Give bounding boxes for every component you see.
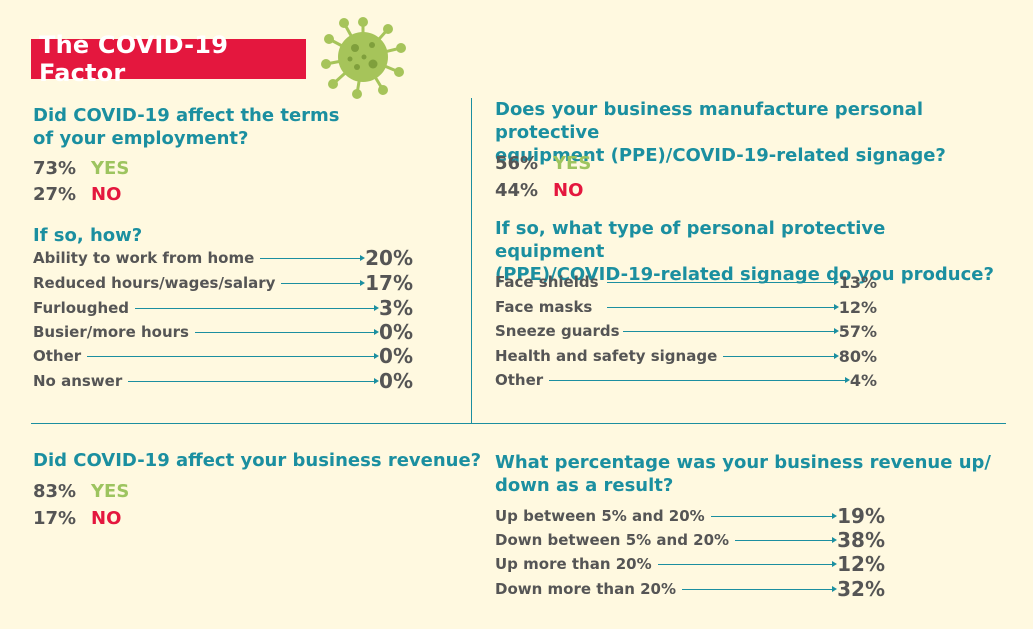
list-item: Other 4%	[495, 368, 877, 392]
list-item: No answer 0%	[33, 369, 413, 393]
revenue-yes-pct: 83%	[33, 481, 77, 502]
list-item-value: 12%	[838, 297, 877, 317]
list-item: Other 0%	[33, 344, 413, 368]
employment-yes: 73% YES	[33, 156, 129, 182]
list-item-label: Busier/more hours	[33, 323, 189, 341]
list-item-label: Other	[495, 371, 544, 389]
ppe-no-label: NO	[553, 180, 584, 201]
leader-arrow	[549, 376, 850, 383]
leader-arrow	[623, 327, 839, 334]
list-item: Sneeze guards 57%	[495, 319, 877, 343]
list-item-value: 0%	[379, 344, 413, 368]
revenue-no: 17% NO	[33, 506, 121, 532]
list-item-value: 0%	[379, 369, 413, 393]
list-item-value: 13%	[838, 272, 877, 292]
vertical-divider	[471, 98, 472, 424]
leader-arrow	[607, 303, 839, 310]
list-item: Face shields 13%	[495, 270, 877, 294]
list-item: Health and safety signage 80%	[495, 344, 877, 368]
employment-no-label: NO	[91, 184, 122, 205]
list-item-label: Sneeze guards	[495, 322, 620, 340]
ppe-yes-label: YES	[553, 153, 592, 174]
page-title: The COVID-19 Factor	[31, 31, 306, 87]
employment-yes-label: YES	[91, 158, 130, 179]
list-item-label: No answer	[33, 372, 123, 390]
list-item-value: 4%	[849, 370, 877, 390]
leader-arrow	[281, 279, 365, 286]
leader-arrow	[135, 304, 380, 311]
list-item: Busier/more hours 0%	[33, 320, 413, 344]
leader-arrow	[260, 254, 365, 261]
employment-no-pct: 27%	[33, 184, 77, 205]
list-item: Ability to work from home 20%	[33, 246, 413, 270]
employment-question: Did COVID-19 affect the terms of your emp…	[33, 105, 340, 149]
list-item-value: 0%	[379, 320, 413, 344]
coronavirus-icon	[321, 17, 406, 99]
leader-arrow	[735, 536, 838, 543]
list-item-value: 17%	[365, 271, 413, 295]
leader-arrow	[710, 512, 838, 519]
list-item-value: 32%	[837, 577, 885, 601]
list-item: Furloughed 3%	[33, 296, 413, 320]
list-item-label: Ability to work from home	[33, 249, 255, 267]
revenue-question: Did COVID-19 affect your business revenu…	[33, 450, 482, 471]
list-item-label: Up more than 20%	[495, 555, 652, 573]
leader-arrow	[87, 352, 379, 359]
leader-arrow	[723, 352, 840, 359]
how-question: If so, how?	[33, 225, 143, 246]
leader-arrow	[128, 377, 379, 384]
list-item-value: 57%	[838, 321, 877, 341]
list-item-label: Reduced hours/wages/salary	[33, 274, 276, 292]
list-item-label: Furloughed	[33, 299, 130, 317]
list-item: Down more than 20% 32%	[495, 577, 885, 601]
ppe-type-question: If so, what type of personal protective …	[495, 218, 994, 285]
revenue-no-pct: 17%	[33, 508, 77, 529]
list-item-label: Down more than 20%	[495, 580, 677, 598]
revenue-no-label: NO	[91, 508, 122, 529]
ppe-yes-pct: 56%	[495, 153, 539, 174]
ppe-yes: 56% YES	[495, 151, 591, 177]
list-item-label: Other	[33, 347, 82, 365]
list-item-label: Up between 5% and 20%	[495, 507, 705, 525]
list-item-label: Health and safety signage	[495, 347, 718, 365]
list-item-label: Down between 5% and 20%	[495, 531, 730, 549]
list-item-value: 38%	[837, 528, 885, 552]
list-item-value: 12%	[837, 552, 885, 576]
employment-yes-pct: 73%	[33, 158, 77, 179]
list-item-value: 3%	[379, 296, 413, 320]
leader-arrow	[657, 560, 838, 567]
leader-arrow	[682, 585, 838, 592]
title-text: The COVID-19 Factor	[39, 31, 229, 87]
leader-arrow	[194, 328, 380, 335]
employment-no: 27% NO	[33, 182, 121, 208]
list-item-value: 80%	[838, 346, 877, 366]
list-item: Down between 5% and 20% 38%	[495, 528, 885, 552]
list-item-label: Face shields	[495, 273, 599, 291]
ppe-question: Does your business manufacture personal …	[495, 99, 946, 166]
list-item: Up between 5% and 20% 19%	[495, 504, 885, 528]
revenue-yes: 83% YES	[33, 479, 129, 505]
horizontal-divider	[31, 423, 1006, 424]
list-item-value: 20%	[365, 246, 413, 270]
list-item: Up more than 20% 12%	[495, 552, 885, 576]
revenue-yes-label: YES	[91, 481, 130, 502]
list-item: Face masks 12%	[495, 295, 877, 319]
list-item: Reduced hours/wages/salary 17%	[33, 271, 413, 295]
list-item-label: Face masks	[495, 298, 593, 316]
leader-arrow	[607, 278, 839, 285]
list-item-value: 19%	[837, 504, 885, 528]
revenue-change-question: What percentage was your business revenu…	[495, 452, 991, 496]
ppe-no-pct: 44%	[495, 180, 539, 201]
ppe-no: 44% NO	[495, 178, 583, 204]
